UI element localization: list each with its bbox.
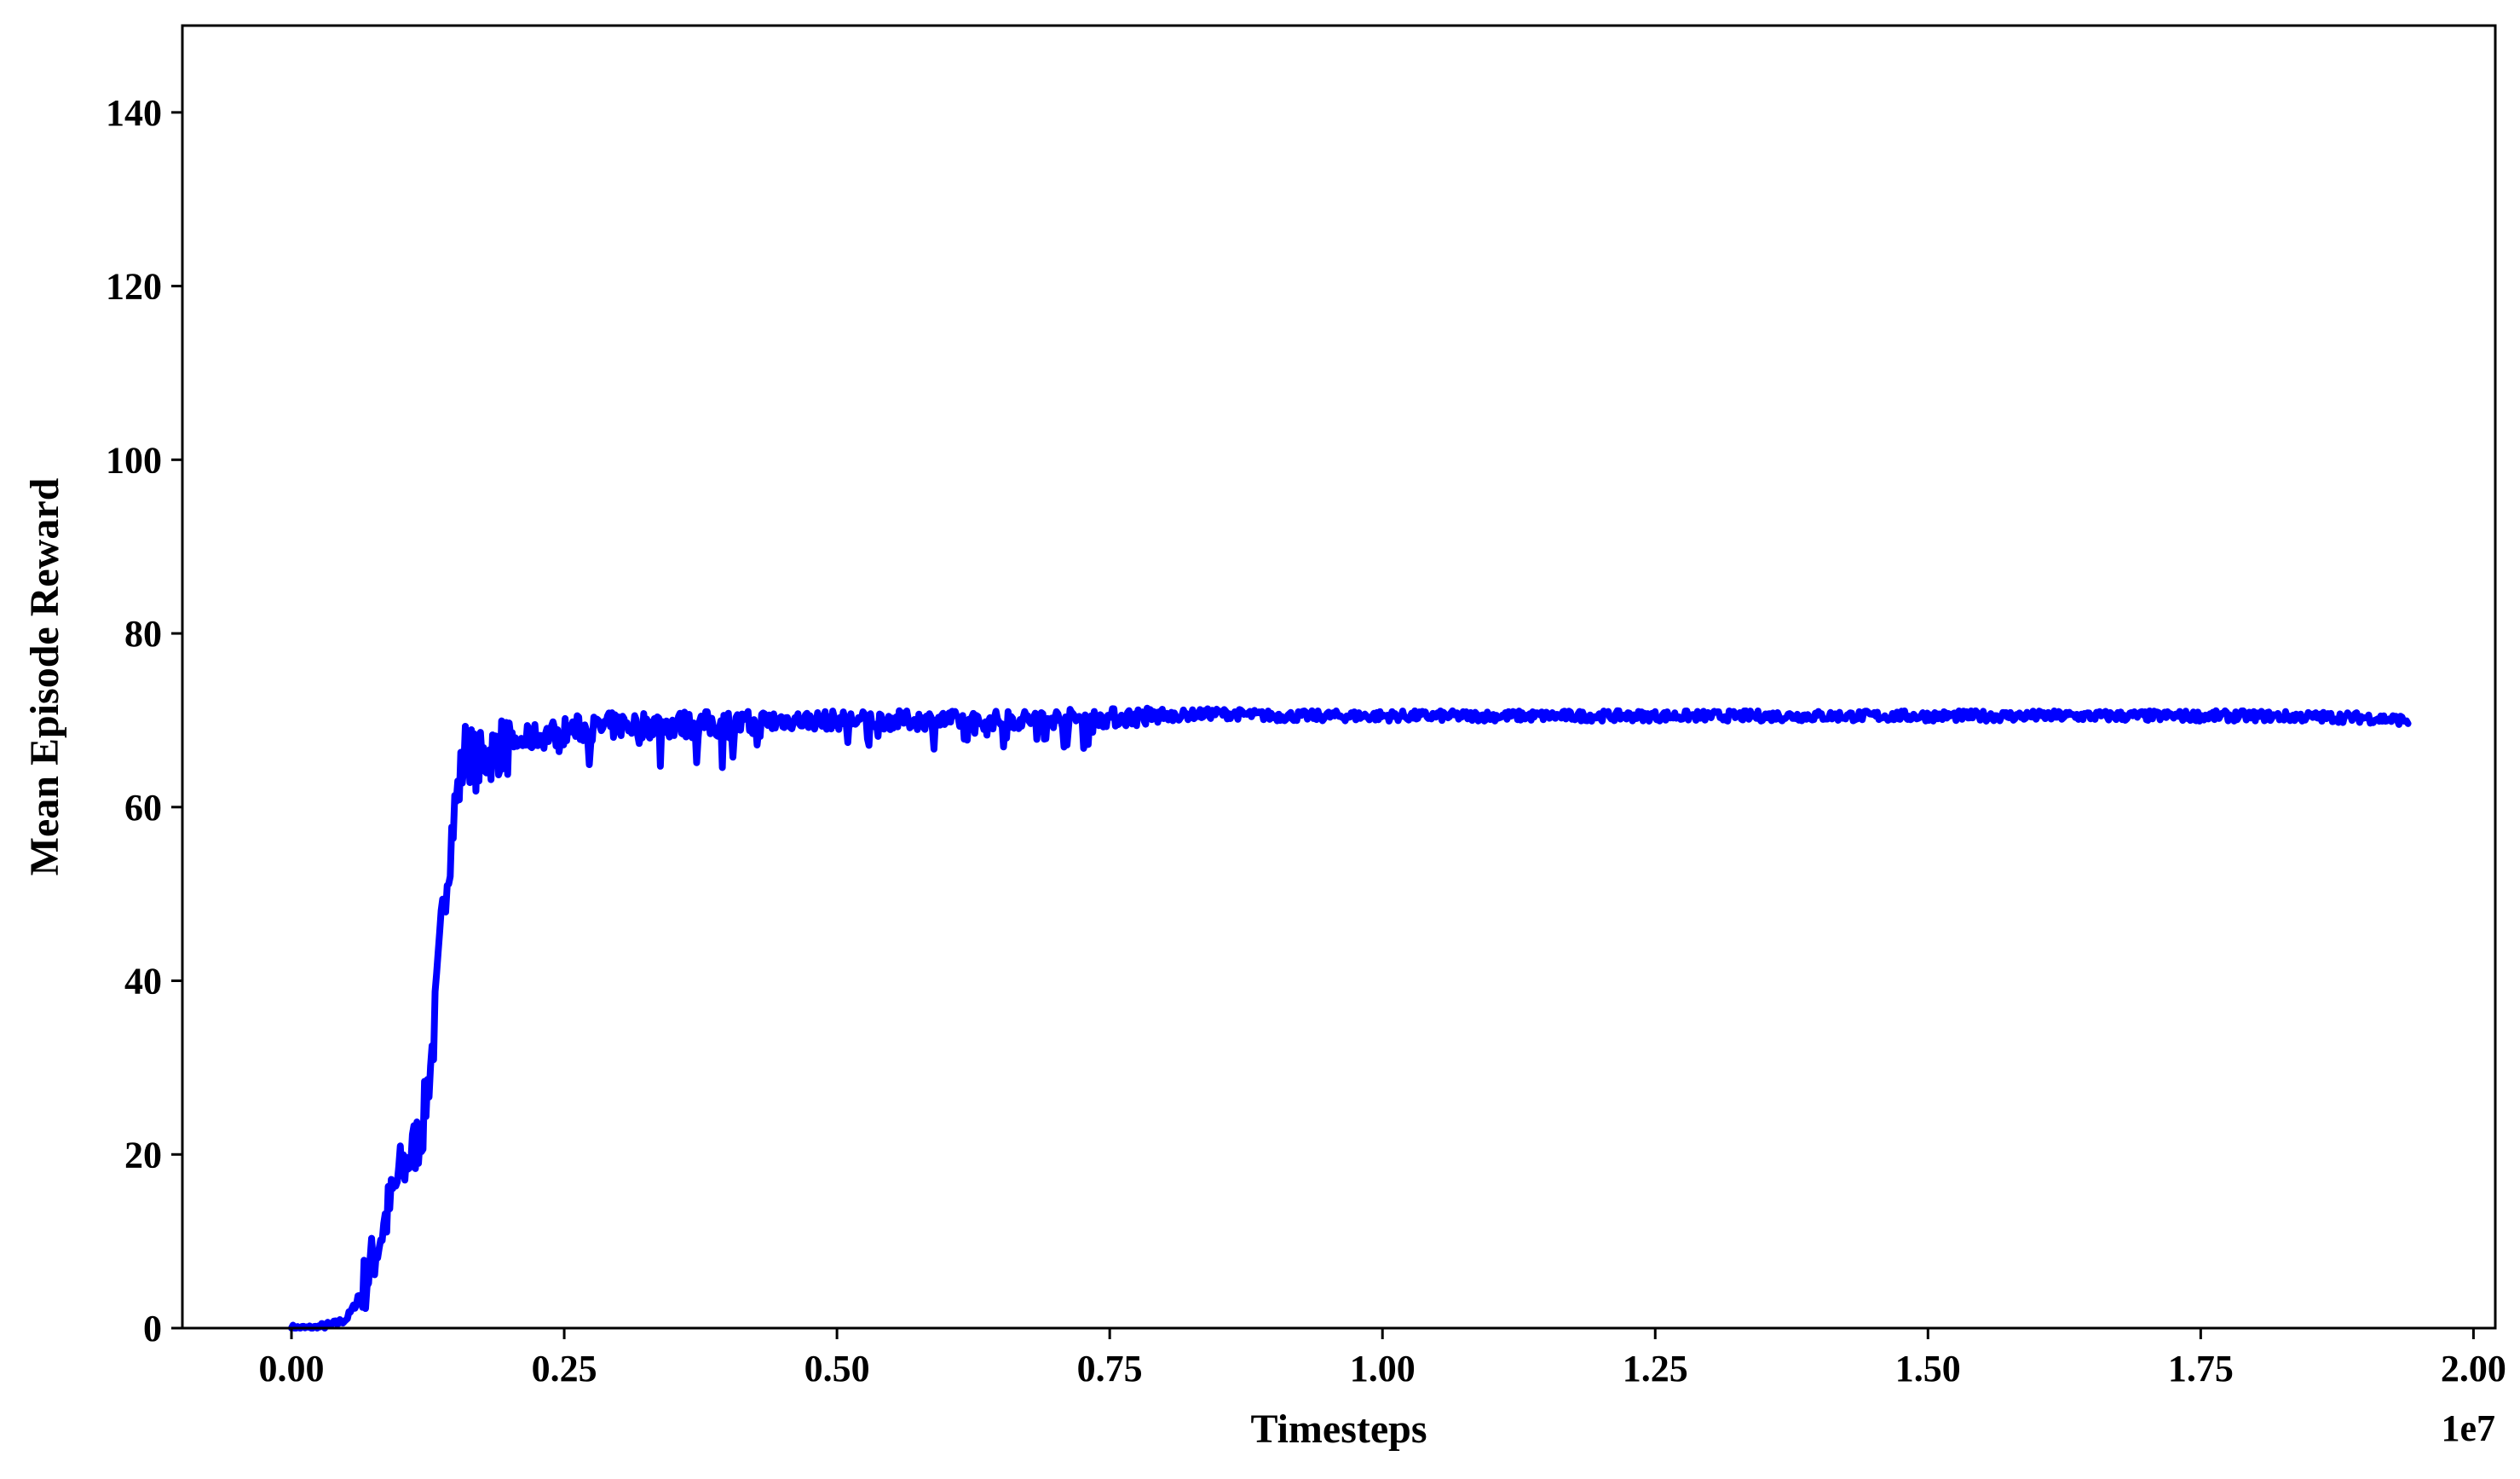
x-tick-label: 2.00 [2441, 1348, 2506, 1389]
plot-frame [181, 24, 2497, 1330]
y-axis-label: Mean Episode Reward [22, 477, 67, 875]
x-axis-offset-label: 1e7 [2441, 1407, 2495, 1449]
x-axis: 0.00 0.25 0.50 0.75 1.00 1.25 1.50 1.75 2.00 [259, 1328, 2506, 1389]
y-tick-label: 80 [124, 613, 162, 655]
y-tick-label: 100 [106, 439, 162, 481]
y-tick-label: 40 [124, 961, 162, 1002]
x-tick-label: 1.75 [2168, 1348, 2234, 1389]
y-tick-label: 20 [124, 1134, 162, 1176]
y-tick-label: 120 [106, 266, 162, 308]
x-tick-label: 0.50 [804, 1348, 870, 1389]
x-tick-label: 0.75 [1077, 1348, 1143, 1389]
series-line [288, 704, 2412, 1332]
y-tick-label: 0 [143, 1308, 162, 1349]
x-tick-label: 1.25 [1623, 1348, 1688, 1389]
y-tick-label: 140 [106, 92, 162, 134]
y-tick-label: 60 [124, 787, 162, 829]
x-tick-label: 1.00 [1350, 1348, 1416, 1389]
x-tick-label: 0.00 [259, 1348, 325, 1389]
x-axis-label: Timesteps [1250, 1407, 1427, 1452]
x-tick-label: 0.25 [532, 1348, 597, 1389]
y-axis: 0 20 40 60 80 100 120 140 [106, 92, 182, 1349]
x-tick-label: 1.50 [1895, 1348, 1961, 1389]
